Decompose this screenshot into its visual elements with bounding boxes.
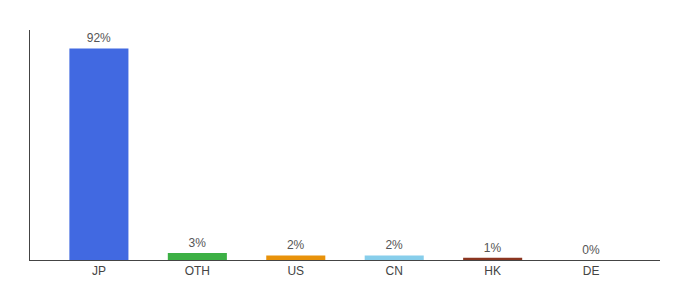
svg-text:1%: 1% <box>484 241 502 255</box>
svg-text:CN: CN <box>386 264 403 278</box>
svg-text:3%: 3% <box>189 236 207 250</box>
svg-text:0%: 0% <box>582 243 600 257</box>
svg-text:2%: 2% <box>385 238 403 252</box>
svg-text:2%: 2% <box>287 238 305 252</box>
svg-text:92%: 92% <box>87 31 111 45</box>
svg-text:OTH: OTH <box>185 264 210 278</box>
svg-text:US: US <box>287 264 304 278</box>
svg-text:JP: JP <box>92 264 106 278</box>
svg-text:HK: HK <box>484 264 501 278</box>
svg-text:DE: DE <box>583 264 600 278</box>
